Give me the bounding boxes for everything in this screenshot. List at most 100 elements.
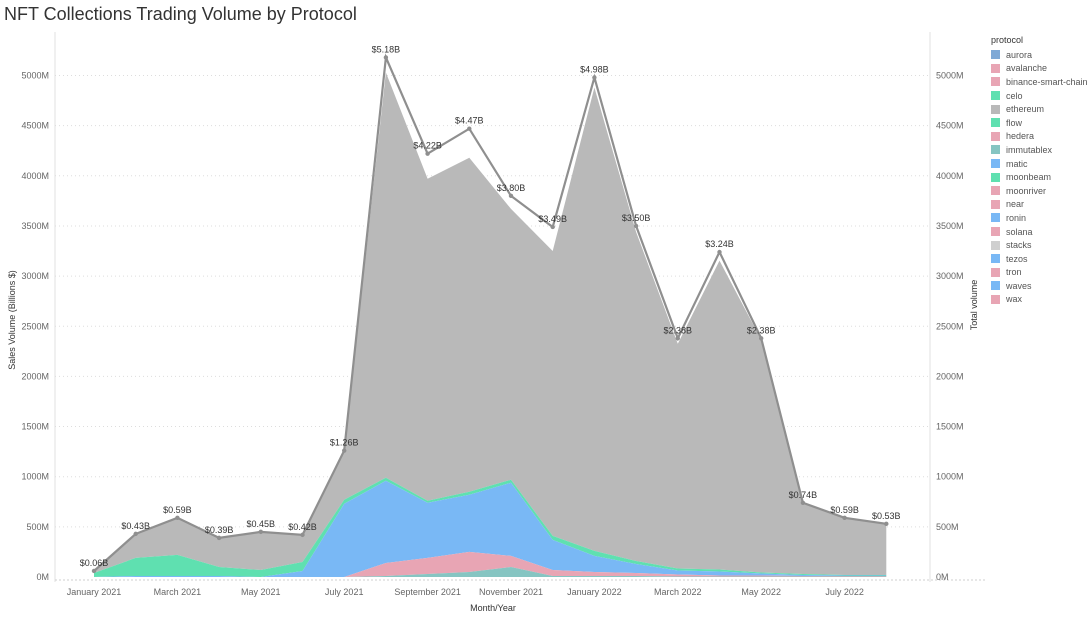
total-point [592,75,597,80]
x-tick-label: July 2021 [325,587,364,597]
data-label: $0.06B [80,558,109,568]
total-point [467,126,472,131]
y-tick-label: 2000M [21,371,49,381]
legend-item-near[interactable]: near [991,198,1086,212]
legend-swatch [991,254,1000,264]
y-tick-label: 4000M [21,171,49,181]
legend-item-stacks[interactable]: stacks [991,238,1086,252]
total-line [91,53,889,574]
y-tick-label: 1500M [21,422,49,432]
legend-swatch [991,267,1000,277]
x-axis: January 2021 March 2021 May 2021 July 2021 S… [67,587,864,597]
y2-axis-title: Total volume [969,280,979,331]
total-point [633,223,639,229]
legend-swatch [991,227,1000,237]
legend-swatch [991,213,1000,223]
area-solana [94,551,887,577]
legend-item-moonriver[interactable]: moonriver [991,184,1086,198]
legend-item-avalanche[interactable]: avalanche [991,62,1086,76]
x-tick-label: July 2022 [825,587,864,597]
total-point [258,529,263,535]
y-axis-left: 0M 500M 1000M 1500M 2000M 2500M 3000M 3500M 4000… [21,71,49,583]
data-label: $4.98B [580,65,609,75]
legend-item-solana[interactable]: solana [991,225,1086,239]
legend-item-binance-smart-chain[interactable]: binance-smart-chain [991,75,1088,89]
legend-item-waves[interactable]: waves [991,279,1086,293]
legend-item-celo[interactable]: celo [991,89,1086,103]
legend-item-wax[interactable]: wax [991,293,1086,307]
x-tick-label: November 2021 [479,587,543,597]
legend-item-ronin[interactable]: ronin [991,211,1086,225]
legend-label: moonriver [1006,185,1047,196]
legend-swatch [991,186,1000,196]
y-tick-label: 4500M [21,121,49,131]
chart-title: NFT Collections Trading Volume by Protoc… [4,4,357,24]
x-tick-label: January 2021 [67,587,122,597]
total-point [550,224,555,230]
total-point [216,535,222,541]
total-point [800,500,806,505]
legend-label: binance-smart-chain [1006,76,1088,87]
data-label: $0.59B [163,505,192,515]
data-label: $3.50B [622,213,651,223]
total-point [675,336,680,341]
y2-tick-label: 4000M [936,171,964,181]
y-tick-label: 0M [36,572,49,582]
legend-label: stacks [1006,240,1032,251]
data-label: $4.22B [413,141,442,151]
legend-item-flow[interactable]: flow [991,116,1086,130]
area-ethereum [94,72,887,575]
x-tick-label: May 2022 [741,587,781,597]
data-label: $1.26B [330,438,359,448]
legend-swatch [991,104,1000,114]
y2-tick-label: 5000M [936,71,964,81]
y-axis-title: Sales Volume (Billions $) [7,270,17,370]
legend-item-immutablex[interactable]: immutablex [991,143,1086,157]
legend-item-hedera[interactable]: hedera [991,130,1086,144]
y2-tick-label: 2500M [936,321,964,331]
data-label: $0.74B [789,490,818,500]
data-label: $0.42B [288,522,317,532]
y-tick-label: 2500M [21,321,49,331]
legend-item-tron[interactable]: tron [991,266,1086,280]
x-tick-label: May 2021 [241,587,281,597]
y2-tick-label: 4500M [936,121,964,131]
y2-tick-label: 1000M [936,472,964,482]
y2-tick-label: 3000M [936,271,964,281]
legend-swatch [991,240,1000,250]
y2-tick-label: 0M [936,572,949,582]
data-label: $0.59B [830,505,859,515]
legend-swatch [991,131,1000,141]
data-label: $3.80B [497,183,526,193]
legend-item-matic[interactable]: matic [991,157,1086,171]
legend-item-ethereum[interactable]: ethereum [991,102,1086,116]
x-tick-label: September 2021 [394,587,461,597]
legend-label: tron [1006,267,1022,278]
legend-label: matic [1006,158,1028,169]
y-tick-label: 5000M [21,71,49,81]
y2-tick-label: 1500M [936,422,964,432]
legend-swatch [991,172,1000,182]
data-label: $0.39B [205,525,234,535]
legend-label: hedera [1006,131,1035,142]
legend-label: ronin [1006,212,1027,223]
total-point [91,568,97,574]
legend-swatch [991,199,1000,209]
legend-title: protocol [991,35,1024,45]
y-tick-label: 3000M [21,271,49,281]
total-point [175,515,180,521]
x-tick-label: March 2022 [654,587,702,597]
legend-item-tezos[interactable]: tezos [991,252,1086,266]
legend-item-aurora[interactable]: aurora [991,48,1086,62]
total-point [300,532,305,538]
total-point [133,531,138,537]
legend-swatch [991,50,1000,60]
legend-label: flow [1006,117,1023,128]
series-areas [94,72,887,577]
legend-item-moonbeam[interactable]: moonbeam [991,170,1086,184]
area-ronin [94,480,887,577]
legend-swatch [991,118,1000,128]
legend-label: immutablex [1006,144,1053,155]
y-axis-right: 0M 500M 1000M 1500M 2000M 2500M 3000M 3500M 4000… [936,71,964,583]
y2-tick-label: 500M [936,522,959,532]
